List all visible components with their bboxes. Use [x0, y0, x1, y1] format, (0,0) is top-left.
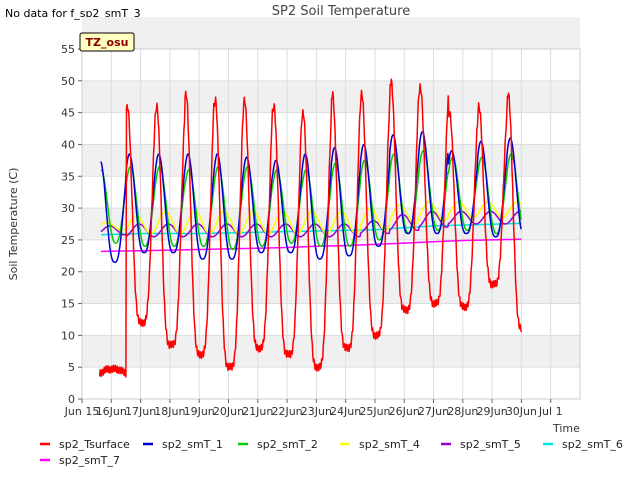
y-tick-label: 45 [61, 107, 75, 120]
band [82, 335, 580, 368]
legend-label-sp2_Tsurface: sp2_Tsurface [59, 438, 130, 451]
series-lines [98, 78, 523, 378]
chart-title: SP2 Soil Temperature [272, 4, 410, 19]
legend-label-sp2_smT_7: sp2_smT_7 [59, 454, 120, 467]
x-tick-label: 23Jun [301, 405, 332, 418]
timezone-badge: TZ_osu [79, 32, 135, 52]
legend-label-sp2_smT_6: sp2_smT_6 [562, 438, 623, 451]
x-tick-label: 22Jun [271, 405, 302, 418]
x-axis-label: Time [552, 422, 580, 435]
y-tick-label: 20 [61, 266, 75, 279]
series-line-sp2_smT_5 [100, 210, 522, 238]
x-tick-label: 24Jun [330, 405, 361, 418]
y-tick-label: 35 [61, 170, 75, 183]
x-axis-ticks: Jun 1516Jun17Jun18Jun19Jun20Jun21Jun22Ju… [64, 399, 563, 418]
x-tick-label: 26Jun [389, 405, 420, 418]
y-tick-label: 55 [61, 43, 75, 56]
band [82, 17, 580, 49]
y-tick-label: 30 [61, 202, 75, 215]
y-tick-label: 40 [61, 138, 75, 151]
legend-label-sp2_smT_4: sp2_smT_4 [359, 438, 420, 451]
y-tick-label: 25 [61, 234, 75, 247]
series-line-sp2_Tsurface [98, 78, 523, 378]
legend-label-sp2_smT_5: sp2_smT_5 [460, 438, 521, 451]
x-tick-label: 28Jun [447, 405, 478, 418]
series-line-sp2_smT_4 [100, 200, 522, 235]
y-tick-label: 50 [61, 75, 75, 88]
band [82, 271, 580, 304]
x-tick-label: 30Jun [506, 405, 537, 418]
x-tick-label: 27Jun [418, 405, 449, 418]
legend-label-sp2_smT_1: sp2_smT_1 [162, 438, 223, 451]
x-tick-label: 17Jun [125, 405, 156, 418]
y-tick-label: 15 [61, 298, 75, 311]
x-tick-label: Jul 1 [538, 405, 563, 418]
y-tick-label: 0 [68, 393, 75, 406]
y-axis-label: Soil Temperature (C) [7, 168, 20, 281]
timezone-badge-text: TZ_osu [86, 36, 129, 49]
x-tick-label: 25Jun [359, 405, 390, 418]
legend-label-sp2_smT_2: sp2_smT_2 [257, 438, 318, 451]
x-tick-label: 18Jun [154, 405, 185, 418]
y-tick-label: 10 [61, 329, 75, 342]
x-tick-label: 19Jun [184, 405, 215, 418]
x-tick-label: Jun 15 [64, 405, 100, 418]
x-tick-label: 29Jun [477, 405, 508, 418]
y-axis-ticks: 0 5 10 15 20 25 30 35 40 45 50 55 [61, 43, 82, 406]
x-tick-label: 20Jun [213, 405, 244, 418]
plot-frame [81, 48, 581, 400]
legend: sp2_Tsurface sp2_smT_1 sp2_smT_2 sp2_smT_4 s… [40, 438, 623, 467]
x-tick-label: 21Jun [242, 405, 273, 418]
y-tick-label: 5 [68, 361, 75, 374]
x-tick-label: 16Jun [96, 405, 127, 418]
series-line-sp2_smT_1 [100, 131, 522, 263]
no-data-note: No data for f_sp2_smT_3 [5, 7, 141, 20]
